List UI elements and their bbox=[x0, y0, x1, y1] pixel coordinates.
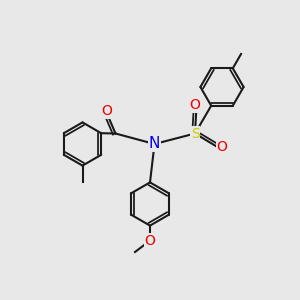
Text: O: O bbox=[217, 140, 227, 154]
Text: N: N bbox=[149, 136, 160, 152]
Text: O: O bbox=[145, 234, 155, 248]
Text: O: O bbox=[101, 104, 112, 118]
Text: O: O bbox=[190, 98, 200, 112]
Text: S: S bbox=[190, 127, 200, 140]
